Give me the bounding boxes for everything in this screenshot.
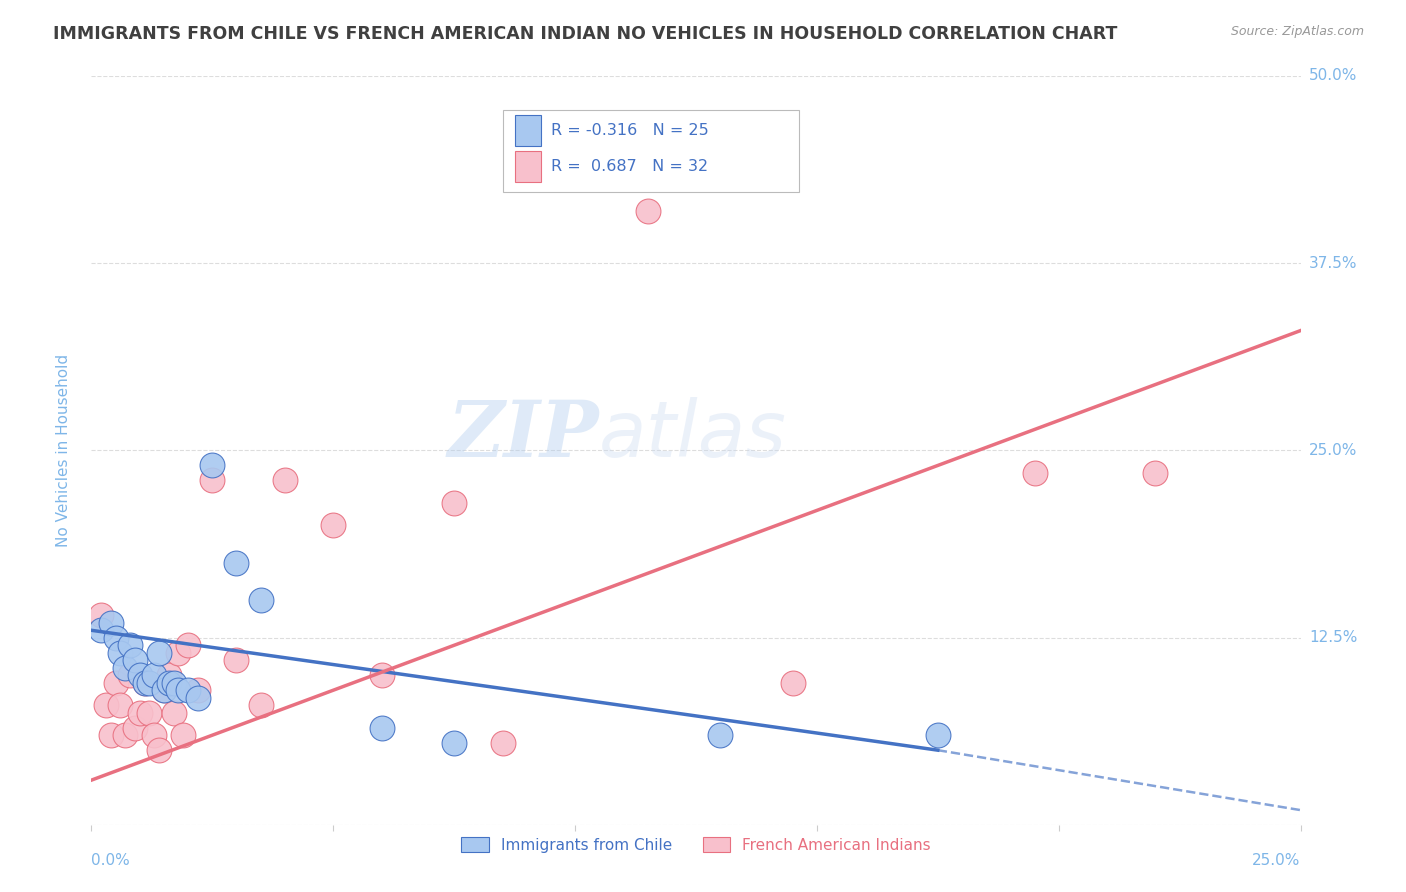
Point	[177, 638, 200, 652]
Point	[148, 646, 170, 660]
Point	[637, 203, 659, 218]
Point	[274, 474, 297, 488]
Point	[225, 556, 247, 570]
Point	[114, 728, 136, 742]
Legend: Immigrants from Chile, French American Indians: Immigrants from Chile, French American I…	[456, 831, 936, 859]
Point	[162, 675, 184, 690]
Point	[90, 608, 112, 623]
Text: 12.5%: 12.5%	[1309, 631, 1357, 645]
Point	[167, 683, 190, 698]
Point	[249, 698, 271, 713]
Point	[120, 638, 142, 652]
Point	[100, 728, 122, 742]
Text: atlas: atlas	[599, 398, 787, 474]
Point	[491, 736, 513, 750]
Point	[187, 683, 209, 698]
Point	[94, 698, 117, 713]
FancyBboxPatch shape	[502, 110, 799, 192]
Point	[124, 653, 146, 667]
Text: ZIP: ZIP	[447, 397, 599, 474]
Point	[249, 593, 271, 607]
Point	[153, 683, 176, 698]
Point	[124, 721, 146, 735]
Point	[443, 736, 465, 750]
Point	[157, 668, 180, 682]
Point	[167, 646, 190, 660]
Point	[148, 743, 170, 757]
Text: Source: ZipAtlas.com: Source: ZipAtlas.com	[1230, 25, 1364, 38]
Point	[138, 706, 160, 720]
Text: 37.5%: 37.5%	[1309, 256, 1357, 270]
Point	[128, 668, 150, 682]
Point	[370, 668, 392, 682]
Point	[110, 646, 132, 660]
Text: 50.0%: 50.0%	[1309, 69, 1357, 83]
Point	[104, 675, 127, 690]
Point	[157, 675, 180, 690]
Point	[128, 706, 150, 720]
Point	[322, 518, 344, 533]
Point	[201, 458, 224, 473]
Point	[134, 675, 156, 690]
Point	[138, 675, 160, 690]
Point	[143, 728, 166, 742]
Point	[187, 690, 209, 705]
Point	[225, 653, 247, 667]
Point	[177, 683, 200, 698]
Text: IMMIGRANTS FROM CHILE VS FRENCH AMERICAN INDIAN NO VEHICLES IN HOUSEHOLD CORRELA: IMMIGRANTS FROM CHILE VS FRENCH AMERICAN…	[53, 25, 1118, 43]
Text: 0.0%: 0.0%	[91, 853, 131, 868]
Text: R = -0.316   N = 25: R = -0.316 N = 25	[551, 123, 709, 138]
Point	[172, 728, 194, 742]
Text: R =  0.687   N = 32: R = 0.687 N = 32	[551, 159, 709, 174]
FancyBboxPatch shape	[515, 151, 541, 182]
Point	[120, 668, 142, 682]
Point	[104, 631, 127, 645]
Point	[90, 624, 112, 638]
Point	[782, 675, 804, 690]
Point	[1024, 466, 1046, 480]
FancyBboxPatch shape	[515, 115, 541, 146]
Text: 25.0%: 25.0%	[1253, 853, 1301, 868]
Point	[709, 728, 731, 742]
Point	[143, 668, 166, 682]
Point	[134, 675, 156, 690]
Point	[201, 474, 224, 488]
Point	[162, 706, 184, 720]
Point	[100, 615, 122, 630]
Point	[1144, 466, 1167, 480]
Point	[443, 496, 465, 510]
Point	[153, 683, 176, 698]
Point	[114, 661, 136, 675]
Y-axis label: No Vehicles in Household: No Vehicles in Household	[56, 354, 70, 547]
Text: 25.0%: 25.0%	[1309, 443, 1357, 458]
Point	[110, 698, 132, 713]
Point	[370, 721, 392, 735]
Point	[927, 728, 949, 742]
